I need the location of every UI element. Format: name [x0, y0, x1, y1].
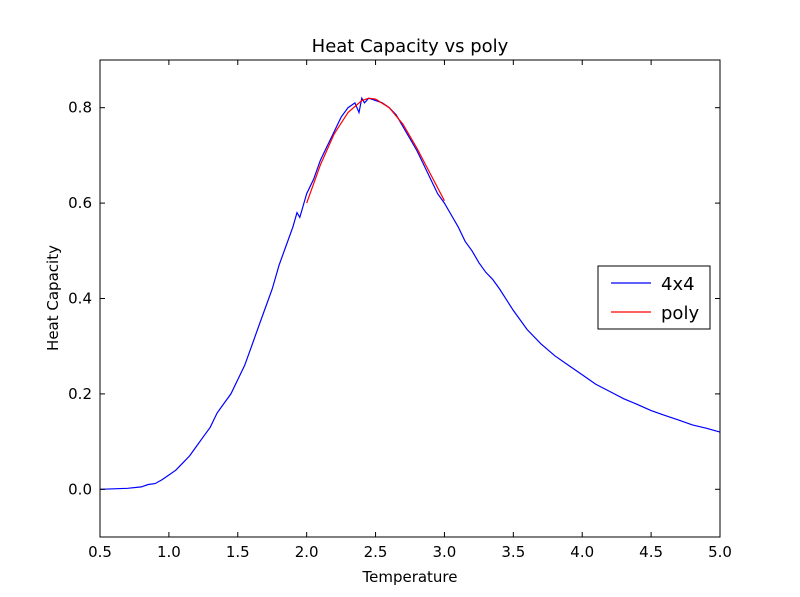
x-tick-label: 5.0: [708, 543, 732, 561]
x-axis-label: Temperature: [361, 568, 457, 586]
x-axis: 0.5 1.0 1.5 2.0 2.5 3.0 3.5 4.0 4.5 5.0: [88, 60, 732, 561]
y-tick-label: 0.6: [68, 194, 92, 212]
plot-area: [99, 96, 721, 490]
y-tick-label: 0.2: [68, 385, 92, 403]
legend-frame: [597, 265, 711, 330]
y-tick-label: 0.4: [68, 290, 92, 308]
x-tick-label: 1.0: [157, 543, 181, 561]
x-tick-label: 2.0: [295, 543, 319, 561]
legend-label-4x4: 4x4: [661, 274, 695, 295]
series-line-poly: [306, 97, 445, 204]
series-line-4x4: [99, 96, 721, 490]
x-tick-label: 2.5: [364, 543, 388, 561]
x-tick-label: 3.0: [433, 543, 457, 561]
y-axis: 0.0 0.2 0.4 0.6 0.8: [68, 99, 720, 498]
y-tick-label: 0.0: [68, 480, 92, 498]
x-tick-label: 0.5: [88, 543, 112, 561]
x-tick-label: 4.5: [639, 543, 663, 561]
y-axis-label: Heat Capacity: [44, 245, 62, 351]
x-tick-label: 4.0: [570, 543, 594, 561]
x-tick-label: 3.5: [501, 543, 525, 561]
x-tick-label: 1.5: [226, 543, 250, 561]
legend-label-poly: poly: [661, 303, 699, 324]
chart-title: Heat Capacity vs poly: [312, 36, 509, 57]
legend: 4x4 poly: [597, 265, 711, 330]
y-tick-label: 0.8: [68, 99, 92, 117]
